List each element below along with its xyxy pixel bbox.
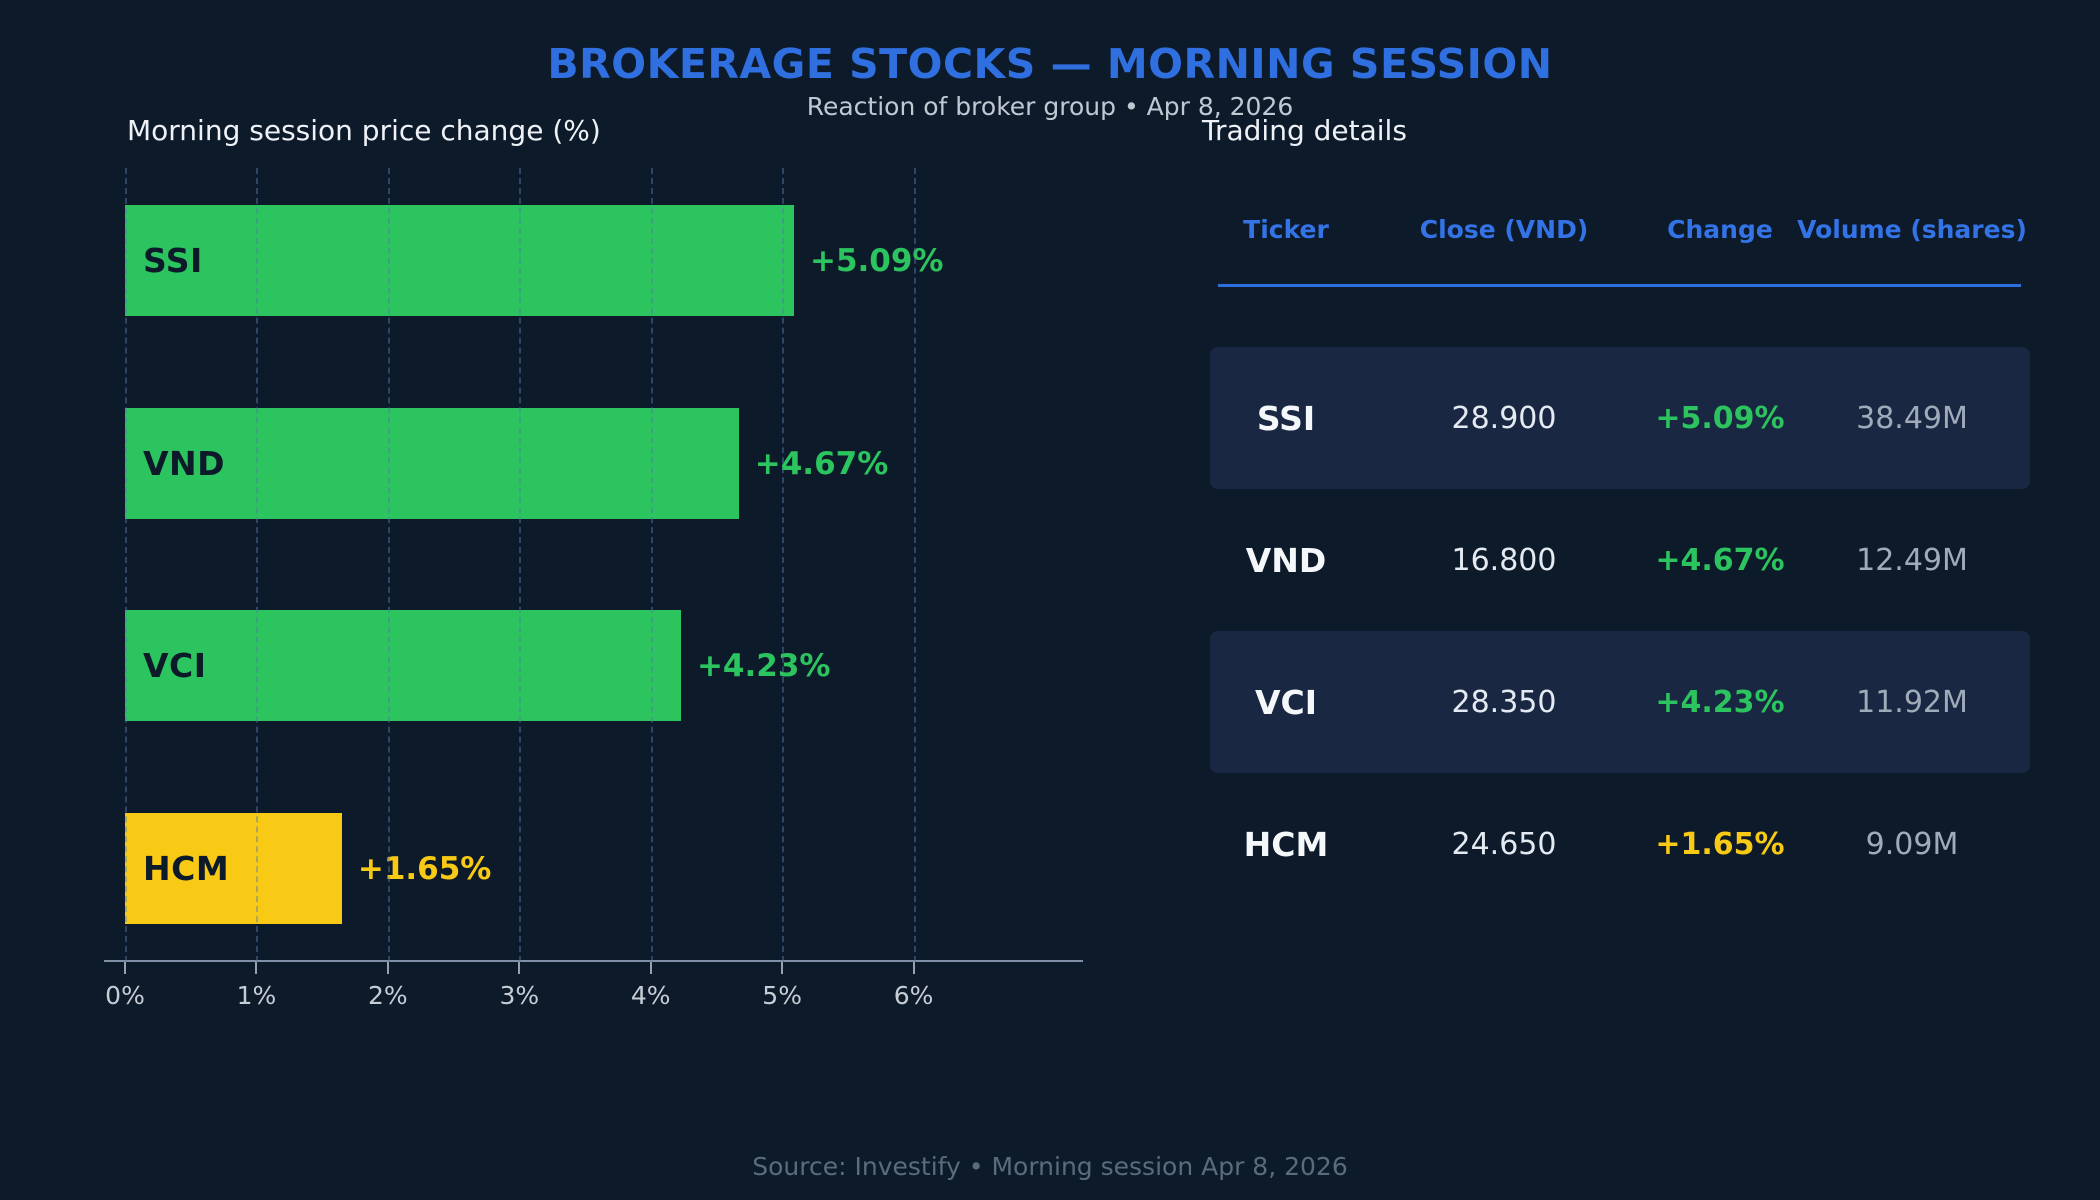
x-tick-mark (518, 962, 521, 974)
x-tick-label: 3% (499, 981, 540, 1010)
cell-volume: 11.92M (1856, 684, 1968, 720)
cell-ticker: VND (1245, 540, 1327, 580)
bar-chart-plot-area: SSI +5.09% VND +4.67% VCI +4.23% HCM +1.… (104, 168, 1083, 1010)
gridline (913, 168, 916, 962)
table-header-row: Ticker Close (VND) Change Volume (shares… (1210, 205, 2030, 253)
source-footer: Source: Investify • Morning session Apr … (752, 1152, 1348, 1181)
cell-close: 28.900 (1451, 400, 1557, 436)
table-header-volume: Volume (shares) (1797, 214, 2027, 244)
cell-close: 28.350 (1451, 684, 1557, 720)
bar-vnd: VND (125, 408, 739, 519)
cell-change: +4.23% (1655, 684, 1785, 720)
bar-vci: VCI (125, 610, 681, 721)
page-subtitle: Reaction of broker group • Apr 8, 2026 (806, 92, 1294, 121)
bar-label-vci: VCI (143, 646, 207, 685)
table-row-vnd: VND 16.800 +4.67% 12.49M (1210, 489, 2030, 631)
cell-ticker: VCI (1254, 682, 1318, 722)
table-row-hcm: HCM 24.650 +1.65% 9.09M (1210, 773, 2030, 915)
cell-close: 16.800 (1451, 542, 1557, 578)
gridline (519, 168, 522, 962)
cell-ticker: HCM (1243, 824, 1329, 864)
bar-value-vci: +4.23% (696, 647, 831, 684)
x-tick-label: 6% (893, 981, 934, 1010)
chart-title: Morning session price change (%) (127, 114, 601, 147)
x-tick-label: 0% (105, 981, 145, 1010)
cell-change: +4.67% (1655, 542, 1785, 578)
cell-volume: 38.49M (1856, 400, 1968, 436)
cell-ticker: SSI (1256, 398, 1316, 438)
table-header-underline (1218, 284, 2021, 287)
gridline (125, 168, 127, 962)
bar-value-ssi: +5.09% (809, 242, 944, 279)
table-header-change: Change (1667, 214, 1773, 244)
cell-change: +1.65% (1655, 826, 1785, 862)
bar-ssi: SSI (125, 205, 794, 316)
x-tick-mark (912, 962, 915, 974)
x-tick-label: 4% (630, 981, 671, 1010)
cell-volume: 12.49M (1856, 542, 1968, 578)
x-tick-mark (386, 962, 389, 974)
bar-value-vnd: +4.67% (754, 445, 889, 482)
table-title: Trading details (1202, 114, 1407, 147)
cell-change: +5.09% (1655, 400, 1785, 436)
bar-label-ssi: SSI (143, 241, 203, 280)
bar-hcm: HCM (125, 813, 342, 924)
x-tick-mark (124, 962, 126, 974)
bar-label-vnd: VND (143, 444, 226, 483)
cell-volume: 9.09M (1865, 826, 1959, 862)
gridline (387, 168, 390, 962)
table-row-vci: VCI 28.350 +4.23% 11.92M (1210, 631, 2030, 773)
cell-close: 24.650 (1451, 826, 1557, 862)
gridline (256, 168, 259, 962)
x-tick-mark (255, 962, 258, 974)
table-body: SSI 28.900 +5.09% 38.49M VND 16.800 +4.6… (1210, 347, 2030, 915)
x-tick-mark (781, 962, 784, 974)
table-header-close: Close (VND) (1419, 214, 1589, 244)
x-tick-mark (649, 962, 652, 974)
x-tick-label: 1% (236, 981, 277, 1010)
table-header-ticker: Ticker (1243, 214, 1329, 244)
x-axis-line (104, 960, 1083, 962)
bar-label-hcm: HCM (143, 849, 230, 888)
x-tick-label: 5% (762, 981, 802, 1010)
gridline (650, 168, 653, 962)
table-row-ssi: SSI 28.900 +5.09% 38.49M (1210, 347, 2030, 489)
page-title: BROKERAGE STOCKS — MORNING SESSION (547, 40, 1553, 88)
bar-value-hcm: +1.65% (357, 850, 492, 887)
x-tick-label: 2% (368, 981, 408, 1010)
gridline (782, 168, 785, 962)
